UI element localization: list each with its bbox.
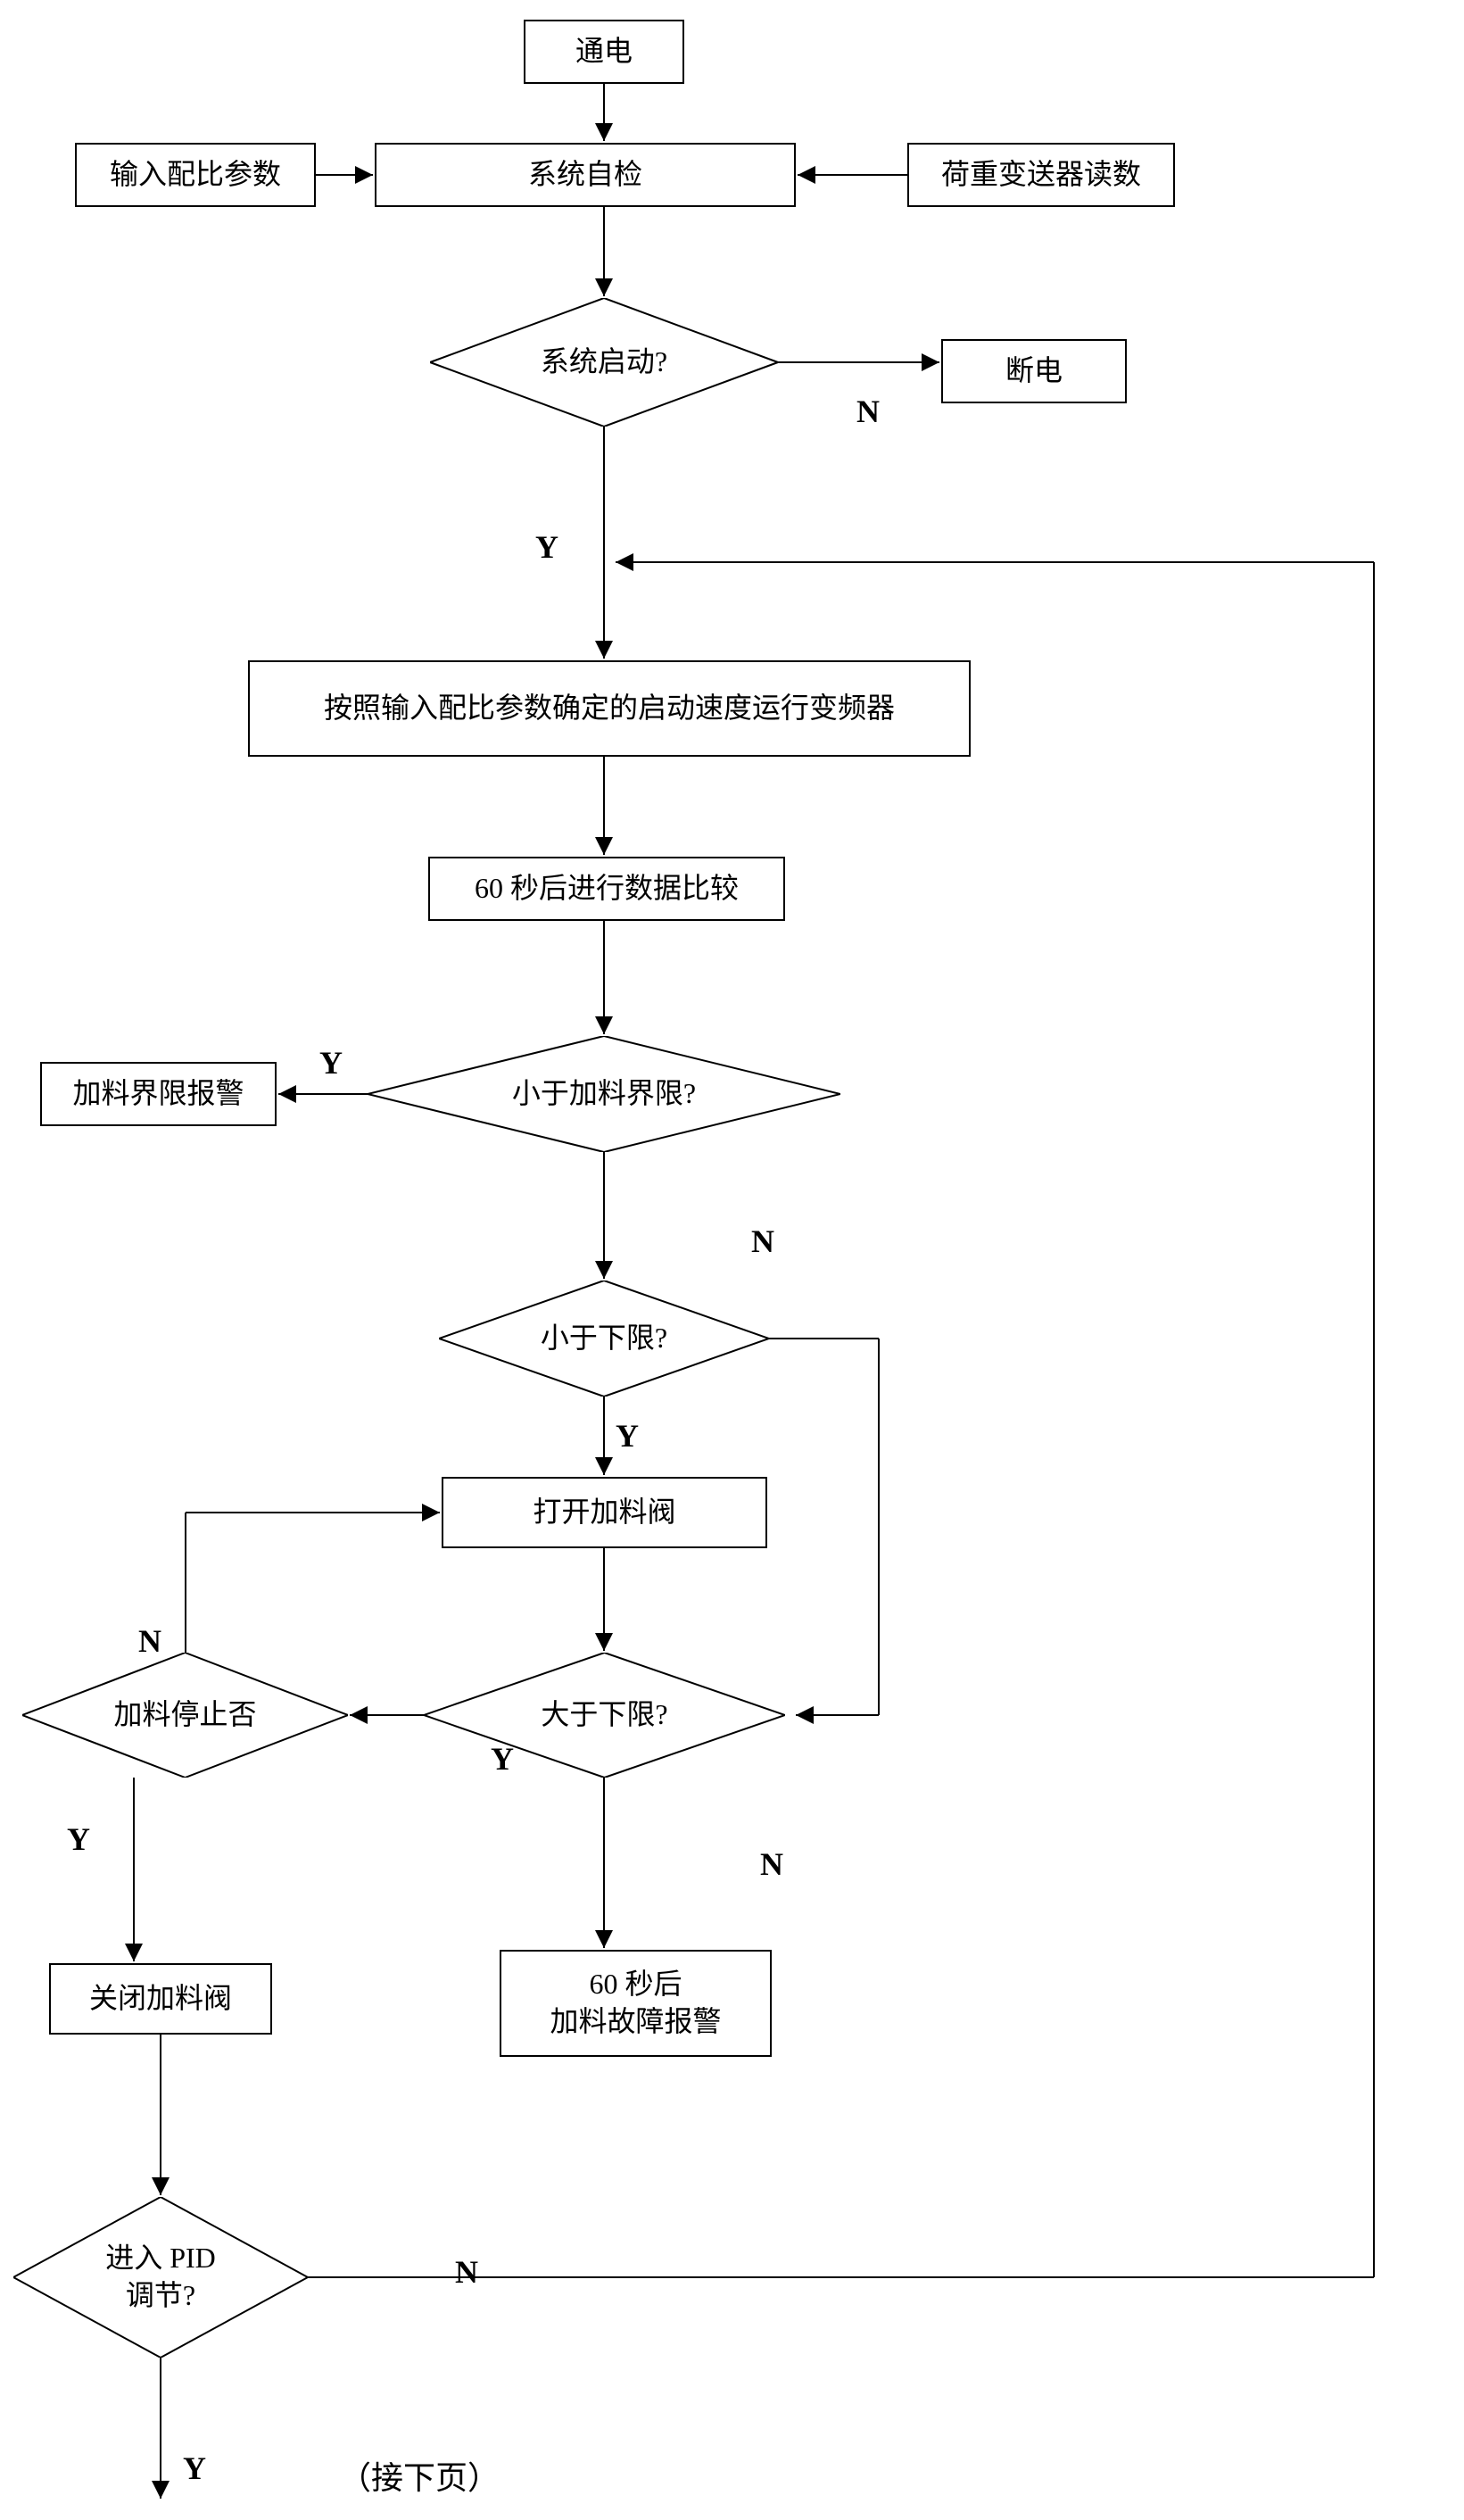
label-y5: Y xyxy=(67,1820,90,1858)
node-self-check: 系统自检 xyxy=(375,143,796,207)
node-close-valve: 关闭加料阀 xyxy=(49,1963,272,2035)
diamond-greater-lower: 大于下限? xyxy=(424,1653,785,1778)
node-alarm-60s-fault: 60 秒后 加料故障报警 xyxy=(500,1950,772,2057)
label-n2: N xyxy=(751,1223,774,1260)
node-label: 60 秒后进行数据比较 xyxy=(475,870,739,908)
label-n5: N xyxy=(455,2253,478,2291)
diamond-label: 系统启动? xyxy=(541,344,667,381)
label-n4: N xyxy=(760,1845,783,1883)
label-y4: Y xyxy=(491,1740,514,1778)
node-power-off: 断电 xyxy=(941,339,1127,403)
node-label: 系统自检 xyxy=(528,156,642,194)
label-y6: Y xyxy=(183,2450,206,2487)
diamond-label: 小于下限? xyxy=(541,1320,667,1357)
label-n3: N xyxy=(138,1622,161,1660)
diamond-feed-stop: 加料停止否 xyxy=(22,1653,348,1778)
diamond-enter-pid: 进入 PID 调节? xyxy=(13,2197,308,2358)
diamond-label: 大于下限? xyxy=(541,1696,667,1734)
label-y3: Y xyxy=(616,1417,639,1455)
diamond-system-start: 系统启动? xyxy=(430,298,778,427)
diamond-less-feed-limit: 小于加料界限? xyxy=(368,1036,840,1152)
diamond-label: 加料停止否 xyxy=(113,1696,256,1734)
node-input-params: 输入配比参数 xyxy=(75,143,316,207)
diamond-less-lower: 小于下限? xyxy=(439,1281,769,1397)
node-label: 按照输入配比参数确定的启动速度运行变频器 xyxy=(324,690,895,727)
label-y2: Y xyxy=(319,1044,343,1082)
node-label: 加料界限报警 xyxy=(72,1075,244,1113)
node-label: 荷重变送器读数 xyxy=(941,156,1141,194)
label-n1: N xyxy=(856,393,880,430)
node-label: 输入配比参数 xyxy=(110,156,281,194)
node-load-reading: 荷重变送器读数 xyxy=(907,143,1175,207)
node-power-on: 通电 xyxy=(524,20,684,84)
node-run-inverter: 按照输入配比参数确定的启动速度运行变频器 xyxy=(248,660,971,757)
node-label: 通电 xyxy=(575,33,633,70)
node-compare-60s: 60 秒后进行数据比较 xyxy=(428,857,785,921)
label-continue: （接下页） xyxy=(339,2452,500,2499)
node-label: 打开加料阀 xyxy=(533,1494,675,1531)
node-label: 断电 xyxy=(1005,352,1063,390)
node-label: 60 秒后 加料故障报警 xyxy=(550,1966,721,2040)
diamond-label: 小于加料界限? xyxy=(512,1075,696,1113)
diamond-label: 进入 PID 调节? xyxy=(105,2240,216,2314)
node-label: 关闭加料阀 xyxy=(89,1980,232,2018)
node-alarm-limit: 加料界限报警 xyxy=(40,1062,277,1126)
node-open-valve: 打开加料阀 xyxy=(442,1477,767,1548)
label-y1: Y xyxy=(535,528,558,566)
